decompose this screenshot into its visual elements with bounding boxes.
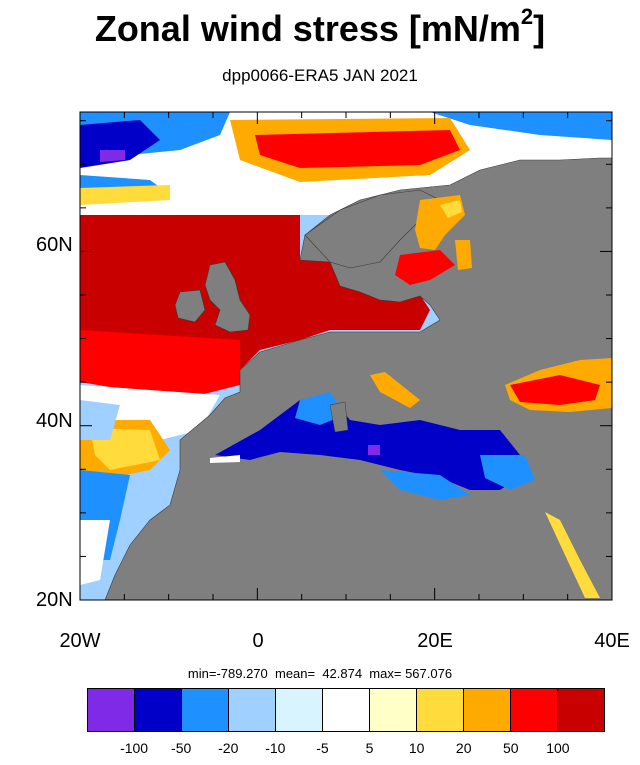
- colorbar-label: -100: [120, 740, 149, 756]
- colorbar-box-8: [464, 689, 511, 731]
- colorbar-label: -20: [218, 740, 239, 756]
- stats-line: min=-789.270 mean= 42.874 max= 567.076: [187, 666, 453, 681]
- colorbar: [87, 688, 605, 732]
- colorbar-box-9: [511, 689, 558, 731]
- colorbar-label: 50: [503, 740, 519, 756]
- lat-label-60N: 60N: [36, 234, 73, 256]
- colorbar-box-1: [135, 689, 182, 731]
- colorbar-box-10: [558, 689, 604, 731]
- chart-subtitle: dpp0066-ERA5 JAN 2021: [222, 66, 418, 85]
- lon-label-20E: 20E: [417, 630, 453, 652]
- lon-label-0: 0: [252, 630, 264, 652]
- colorbar-box-4: [276, 689, 323, 731]
- lon-label-40E: 40E: [594, 630, 630, 652]
- colorbar-box-7: [417, 689, 464, 731]
- colorbar-box-2: [182, 689, 229, 731]
- colorbar-box-0: [88, 689, 135, 731]
- lon-label-20W: 20W: [59, 630, 101, 652]
- atlantic-red-band: [80, 330, 240, 395]
- colorbar-label: -50: [171, 740, 192, 756]
- colorbar-label: 10: [408, 740, 425, 756]
- atlantic-positive-region: [80, 215, 430, 370]
- colorbar-label: 20: [455, 740, 472, 756]
- colorbar-box-6: [370, 689, 417, 731]
- colorbar-label: 5: [365, 740, 374, 756]
- axis-ticks: [79, 112, 613, 601]
- chart-title: Zonal wind stress [mN/m2]: [94, 4, 546, 49]
- colorbar-box-3: [229, 689, 276, 731]
- colorbar-label: 100: [546, 740, 570, 756]
- lat-label-40N: 40N: [36, 410, 73, 432]
- map-field: [80, 112, 612, 600]
- mediterranean-field: [215, 395, 530, 490]
- colorbar-box-5: [323, 689, 370, 731]
- colorbar-label: -5: [316, 740, 329, 756]
- lat-label-20N: 20N: [36, 589, 73, 611]
- colorbar-label: -10: [265, 740, 286, 756]
